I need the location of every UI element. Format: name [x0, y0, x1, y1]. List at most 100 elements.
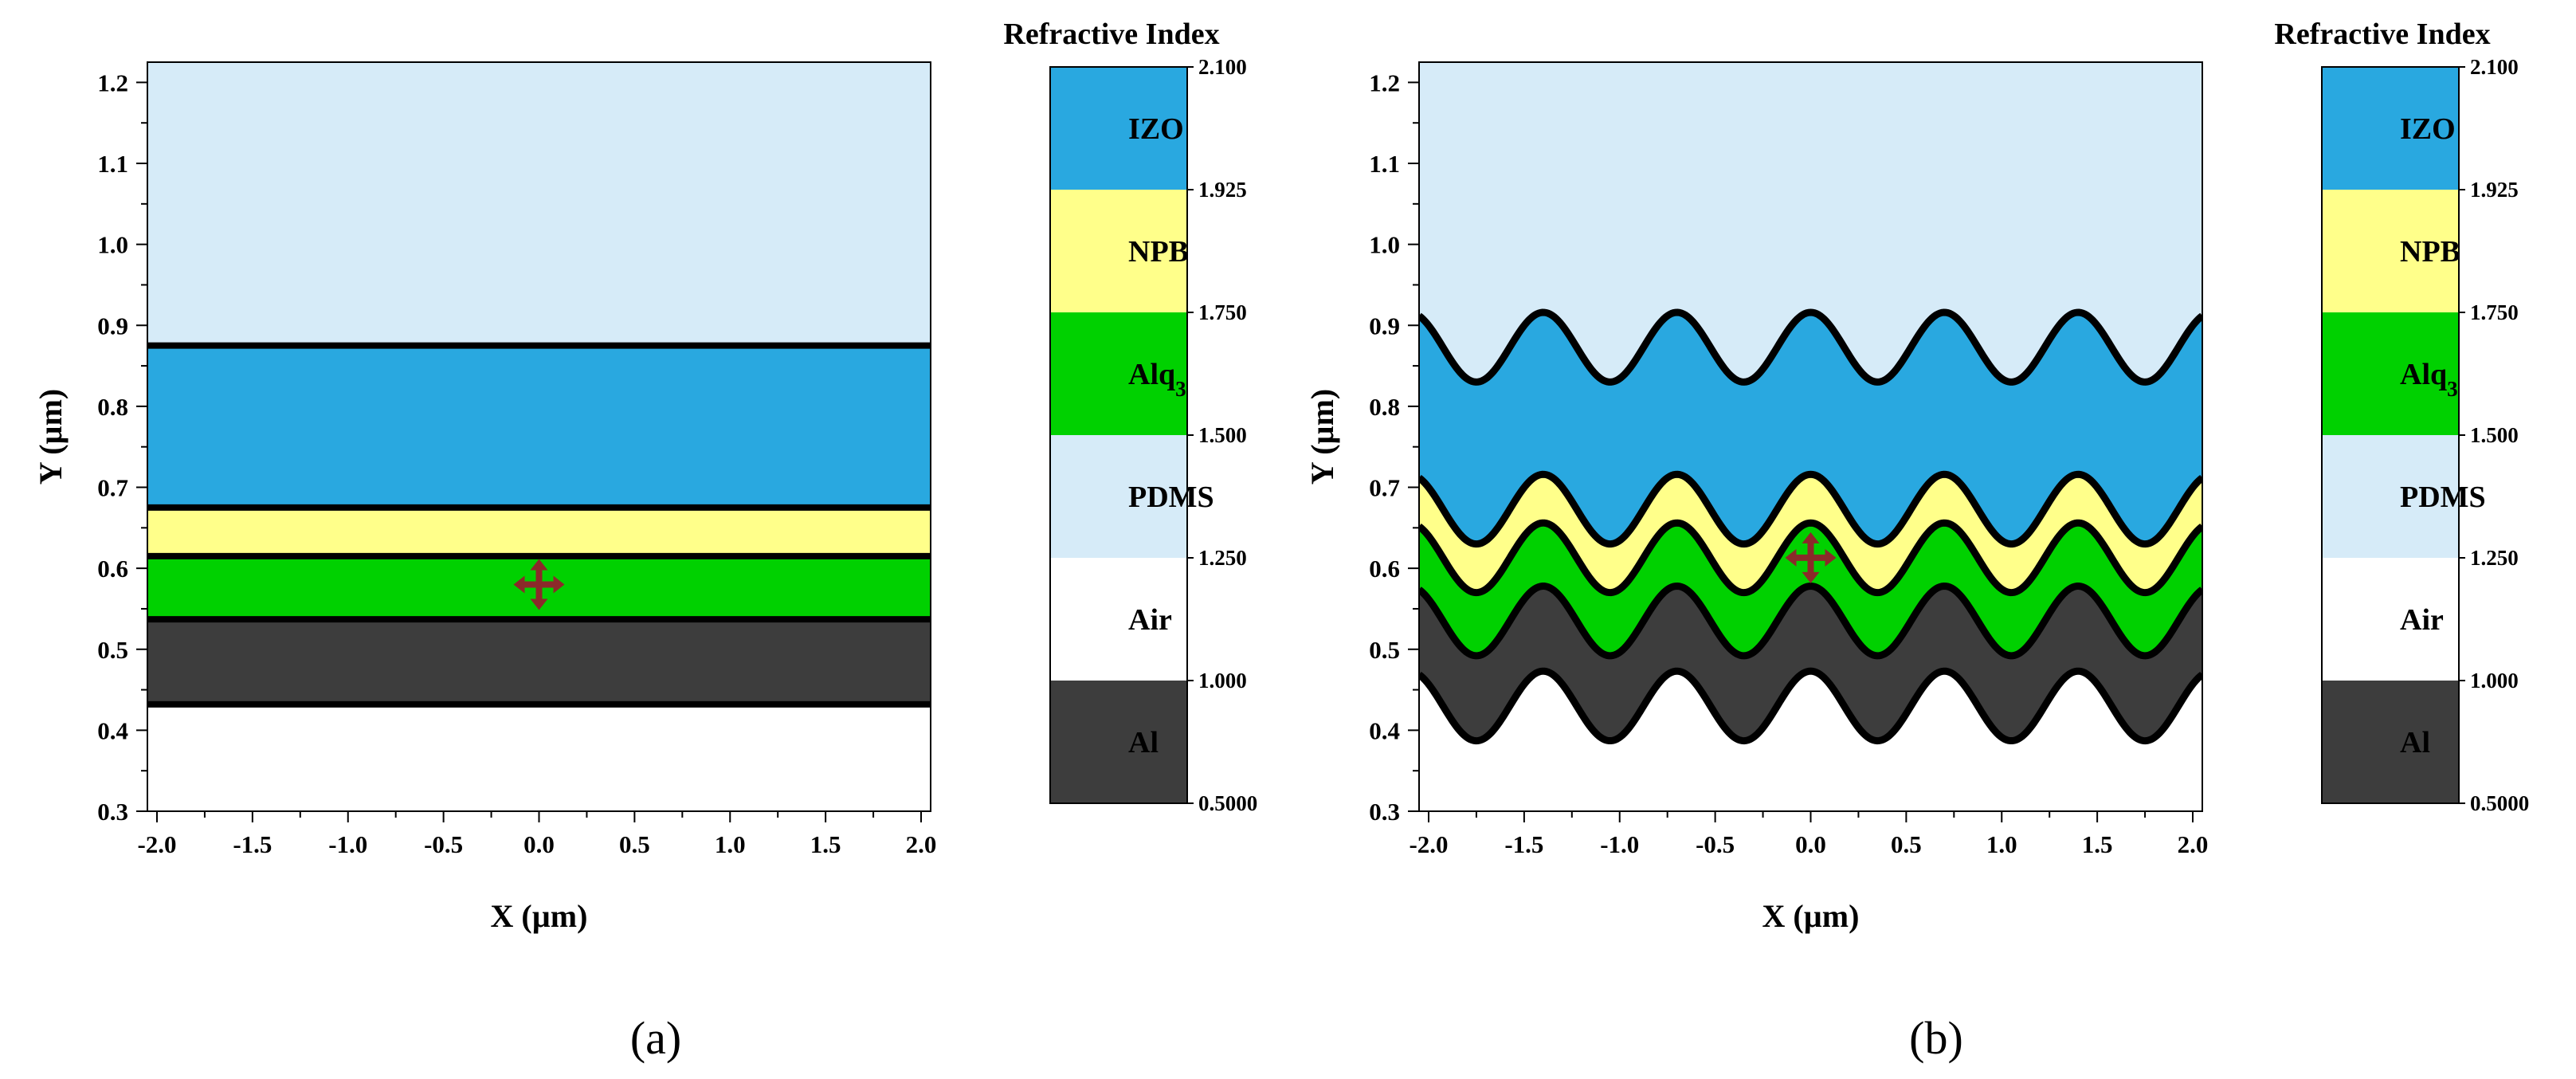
y-tick-label: 0.3 [97, 798, 128, 826]
alq-subscript: 3 [1175, 377, 1186, 401]
panel-label: (b) [1909, 1012, 1963, 1064]
x-tick-label: 1.5 [810, 830, 841, 858]
y-tick-label: 0.8 [1369, 393, 1400, 421]
colorbar-material-label: Al [1128, 726, 1159, 759]
colorbar-swatch-al [2322, 681, 2382, 803]
y-tick-label: 0.9 [1369, 312, 1400, 339]
plot-area [147, 62, 931, 811]
layer-npb [147, 507, 931, 556]
y-tick-label: 0.9 [97, 312, 128, 339]
source-arrow-right [553, 575, 565, 594]
y-tick-label: 1.1 [97, 150, 128, 178]
colorbar-value-label: 0.5000 [1198, 791, 1257, 815]
source-arrow-left [1785, 548, 1797, 567]
y-tick-label: 0.4 [97, 716, 128, 744]
colorbar-swatch-pdms [2322, 435, 2382, 558]
colorbar-value-label: 1.925 [1198, 178, 1247, 202]
colorbar-label-bg [1111, 190, 1187, 312]
colorbar-label-bg [1111, 67, 1187, 190]
x-tick-label: 0.5 [619, 830, 650, 858]
source-arrow-left [513, 575, 525, 594]
colorbar-label-bg [1111, 681, 1187, 803]
y-tick-label: 1.2 [97, 69, 128, 96]
x-tick-label: 1.5 [2082, 830, 2113, 858]
colorbar-title: Refractive Index [2274, 18, 2490, 51]
panel-label: (a) [630, 1012, 681, 1064]
interface-line [1419, 308, 2202, 386]
air-region [147, 704, 931, 811]
dipole-source-marker [1785, 532, 1837, 583]
colorbar-label-bg [1111, 435, 1187, 558]
colorbar-value-label: 1.500 [2470, 423, 2519, 447]
y-tick-label: 1.1 [1369, 150, 1400, 178]
y-tick-label: 0.5 [1369, 636, 1400, 664]
x-tick-label: -2.0 [1409, 830, 1448, 858]
colorbar-swatch-npb [1050, 190, 1111, 312]
x-tick-label: -1.0 [328, 830, 367, 858]
source-arrow-right [1825, 548, 1837, 567]
x-axis-title: X (µm) [491, 898, 588, 934]
y-tick-label: 0.7 [1369, 474, 1400, 502]
y-tick-label: 0.4 [1369, 716, 1400, 744]
x-tick-label: 1.0 [1986, 830, 2017, 858]
layer-al [147, 619, 931, 704]
y-tick-label: 0.7 [97, 474, 128, 502]
colorbar-material-label: Al [2400, 726, 2430, 759]
colorbar-material-label: IZO [1128, 112, 1184, 146]
colorbar-material-label: PDMS [1128, 481, 1214, 514]
x-tick-label: -0.5 [424, 830, 463, 858]
alq-subscript: 3 [2447, 377, 2458, 401]
air-region [1419, 671, 2202, 811]
y-tick-label: 1.2 [1369, 69, 1400, 96]
colorbar-swatch-alq3 [2322, 312, 2382, 435]
colorbar-label-bg [2382, 435, 2459, 558]
y-tick-label: 1.0 [97, 231, 128, 259]
interface-line [1419, 470, 2202, 548]
colorbar-material-label: NPB [1128, 235, 1189, 269]
colorbar-value-label: 1.925 [2470, 178, 2519, 202]
y-tick-label: 0.3 [1369, 798, 1400, 826]
x-tick-label: -2.0 [137, 830, 176, 858]
colorbar-swatch-npb [2322, 190, 2382, 312]
colorbar-swatch-alq3 [1050, 312, 1111, 435]
y-axis-title: Y (µm) [33, 389, 69, 485]
y-tick-label: 0.6 [97, 555, 128, 583]
colorbar-value-label: 0.5000 [2470, 791, 2529, 815]
colorbar-material-label: NPB [2400, 235, 2460, 269]
colorbar-swatch-al [1050, 681, 1111, 803]
panel-a: -2.0 -1.5 -1.0 -0.5 0.0 0.5 1.0 1.5 2.0 0.3 0.4 0.5… [33, 18, 1257, 1064]
colorbar-label-bg [2382, 190, 2459, 312]
x-tick-label: 2.0 [906, 830, 937, 858]
colorbar-material-label: PDMS [2400, 481, 2486, 514]
colorbar-swatch-izo [1050, 67, 1111, 190]
colorbar-value-label: 1.750 [1198, 300, 1247, 324]
layer-npb [1419, 474, 2202, 593]
panel-b: -2.0 -1.5 -1.0 -0.5 0.0 0.5 1.0 1.5 2.0 0.3 0.4 0.5… [1304, 18, 2529, 1064]
colorbar-swatch-izo [2322, 67, 2382, 190]
colorbar-label-bg [2382, 558, 2459, 681]
source-arrow-down [1802, 571, 1820, 583]
x-tick-label: 0.0 [523, 830, 555, 858]
colorbar-material-label: Air [2400, 603, 2444, 637]
y-tick-label: 0.6 [1369, 555, 1400, 583]
colorbar-label-bg [1111, 558, 1187, 681]
interface-line [1419, 667, 2202, 745]
colorbar-label-bg [2382, 681, 2459, 803]
colorbar-label-bg [2382, 67, 2459, 190]
x-tick-label: 0.0 [1795, 830, 1826, 858]
x-tick-label: -1.5 [1504, 830, 1543, 858]
x-tick-label: 1.0 [715, 830, 746, 858]
x-tick-label: 0.5 [1891, 830, 1922, 858]
layer-alq3 [1419, 523, 2202, 656]
colorbar: Refractive IndexIZONPBAlq3PDMSAirAl2.100… [1003, 18, 1257, 815]
colorbar-value-label: 2.100 [2470, 55, 2519, 79]
x-tick-label: 2.0 [2178, 830, 2209, 858]
layer-izo [1419, 312, 2202, 544]
colorbar-label-bg [2382, 312, 2459, 435]
interface-line [1419, 519, 2202, 597]
y-tick-label: 0.8 [97, 393, 128, 421]
colorbar-value-label: 1.250 [1198, 546, 1247, 570]
colorbar-value-label: 1.250 [2470, 546, 2519, 570]
x-tick-label: -0.5 [1696, 830, 1735, 858]
